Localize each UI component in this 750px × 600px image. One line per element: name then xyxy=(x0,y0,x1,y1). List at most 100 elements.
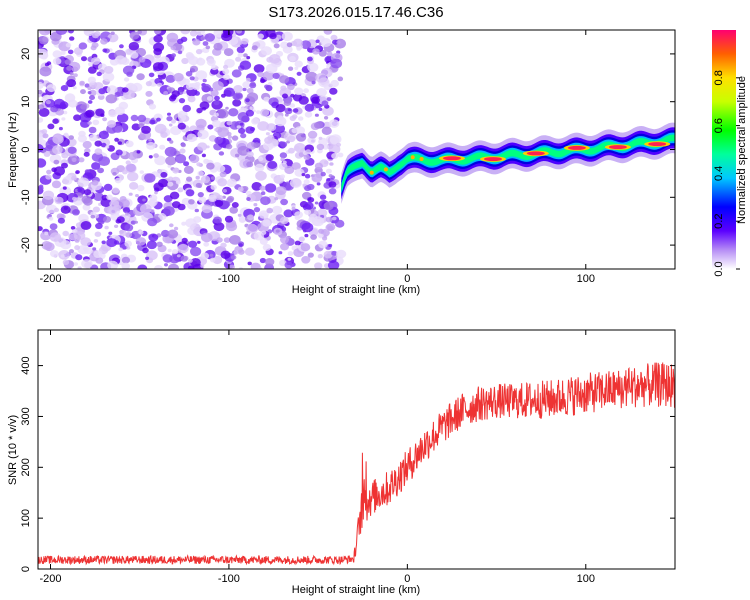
noise-speckle xyxy=(106,194,113,201)
noise-speckle xyxy=(213,30,224,38)
noise-speckle xyxy=(46,61,52,66)
noise-speckle xyxy=(195,175,200,180)
noise-speckle xyxy=(218,151,225,156)
noise-speckle xyxy=(60,254,65,258)
noise-speckle xyxy=(247,214,254,221)
noise-speckle xyxy=(195,48,203,55)
noise-speckle xyxy=(38,104,45,110)
spectrogram-y-tick-label: 0 xyxy=(20,146,32,152)
noise-speckle xyxy=(164,146,177,157)
noise-speckle xyxy=(328,174,333,178)
noise-speckle xyxy=(156,117,161,122)
noise-speckle xyxy=(226,120,233,126)
noise-speckle xyxy=(112,172,117,176)
noise-speckle xyxy=(129,31,140,40)
noise-speckle xyxy=(49,223,58,230)
noise-speckle xyxy=(210,67,219,75)
noise-speckle xyxy=(289,55,296,62)
noise-speckle xyxy=(228,108,239,117)
noise-speckle xyxy=(204,33,215,42)
noise-speckle xyxy=(51,180,62,189)
noise-speckle xyxy=(301,173,306,177)
noise-speckle xyxy=(135,237,147,246)
noise-speckle xyxy=(122,65,135,76)
noise-speckle xyxy=(61,117,66,121)
noise-speckle xyxy=(213,222,225,232)
noise-speckle xyxy=(153,34,163,43)
noise-speckle xyxy=(179,148,186,154)
signal-core-hot xyxy=(443,156,461,161)
noise-speckle xyxy=(304,209,312,216)
noise-speckle xyxy=(300,40,312,50)
noise-speckle xyxy=(53,159,60,165)
noise-speckle xyxy=(213,42,223,51)
noise-speckle xyxy=(209,257,216,263)
noise-speckle xyxy=(148,138,153,142)
noise-speckle xyxy=(189,30,198,37)
noise-speckle xyxy=(236,30,242,34)
noise-speckle xyxy=(38,93,41,98)
noise-speckle xyxy=(154,191,158,195)
noise-speckle xyxy=(186,176,193,182)
noise-speckle xyxy=(119,44,124,49)
noise-speckle xyxy=(71,175,77,181)
noise-speckle xyxy=(66,65,73,71)
noise-speckle xyxy=(287,257,292,261)
noise-speckle xyxy=(149,119,156,125)
noise-speckle xyxy=(240,133,247,139)
noise-speckle xyxy=(70,226,76,230)
noise-speckle xyxy=(88,89,97,97)
noise-speckle xyxy=(107,33,119,43)
noise-speckle xyxy=(291,162,301,171)
noise-speckle xyxy=(223,48,234,57)
noise-speckle xyxy=(92,247,97,251)
noise-speckle xyxy=(98,130,109,140)
snr-y-tick-label: 400 xyxy=(20,356,32,374)
noise-speckle xyxy=(298,236,305,242)
noise-speckle xyxy=(280,41,289,49)
noise-speckle xyxy=(314,113,319,117)
noise-speckle xyxy=(67,49,74,55)
noise-speckle xyxy=(280,85,287,91)
noise-speckle xyxy=(139,170,144,174)
noise-speckle xyxy=(188,199,195,205)
noise-speckle xyxy=(84,83,90,88)
noise-speckle xyxy=(210,89,219,97)
noise-speckle xyxy=(232,93,241,100)
noise-speckle xyxy=(166,32,179,43)
noise-speckle xyxy=(108,110,117,118)
noise-speckle xyxy=(234,153,240,158)
noise-speckle xyxy=(221,93,226,98)
noise-speckle xyxy=(60,205,71,214)
noise-speckle xyxy=(57,217,65,224)
noise-speckle xyxy=(145,256,150,260)
noise-speckle xyxy=(302,183,307,187)
noise-speckle xyxy=(319,194,327,200)
noise-speckle xyxy=(229,206,238,214)
noise-speckle xyxy=(316,88,327,97)
noise-speckle xyxy=(148,155,153,159)
noise-speckle xyxy=(288,66,294,71)
noise-speckle xyxy=(189,65,199,73)
noise-speckle xyxy=(38,36,49,45)
noise-speckle xyxy=(45,174,52,180)
noise-speckle xyxy=(87,76,96,84)
noise-speckle xyxy=(102,72,115,82)
noise-speckle xyxy=(224,215,234,223)
noise-speckle xyxy=(292,93,303,102)
spectrogram-y-tick-label: -20 xyxy=(20,237,32,253)
signal-core-spot xyxy=(419,157,424,161)
snr-x-axis-title: Height of straight line (km) xyxy=(292,584,420,596)
noise-speckle xyxy=(238,217,246,224)
noise-speckle xyxy=(260,78,266,84)
noise-speckle xyxy=(238,243,243,247)
noise-speckle xyxy=(241,38,249,45)
noise-speckle xyxy=(282,93,288,99)
spectrogram-y-tick-label: 10 xyxy=(20,96,32,108)
noise-speckle xyxy=(222,74,230,80)
noise-speckle xyxy=(256,110,261,114)
noise-speckle xyxy=(217,178,228,187)
noise-speckle xyxy=(307,136,316,144)
